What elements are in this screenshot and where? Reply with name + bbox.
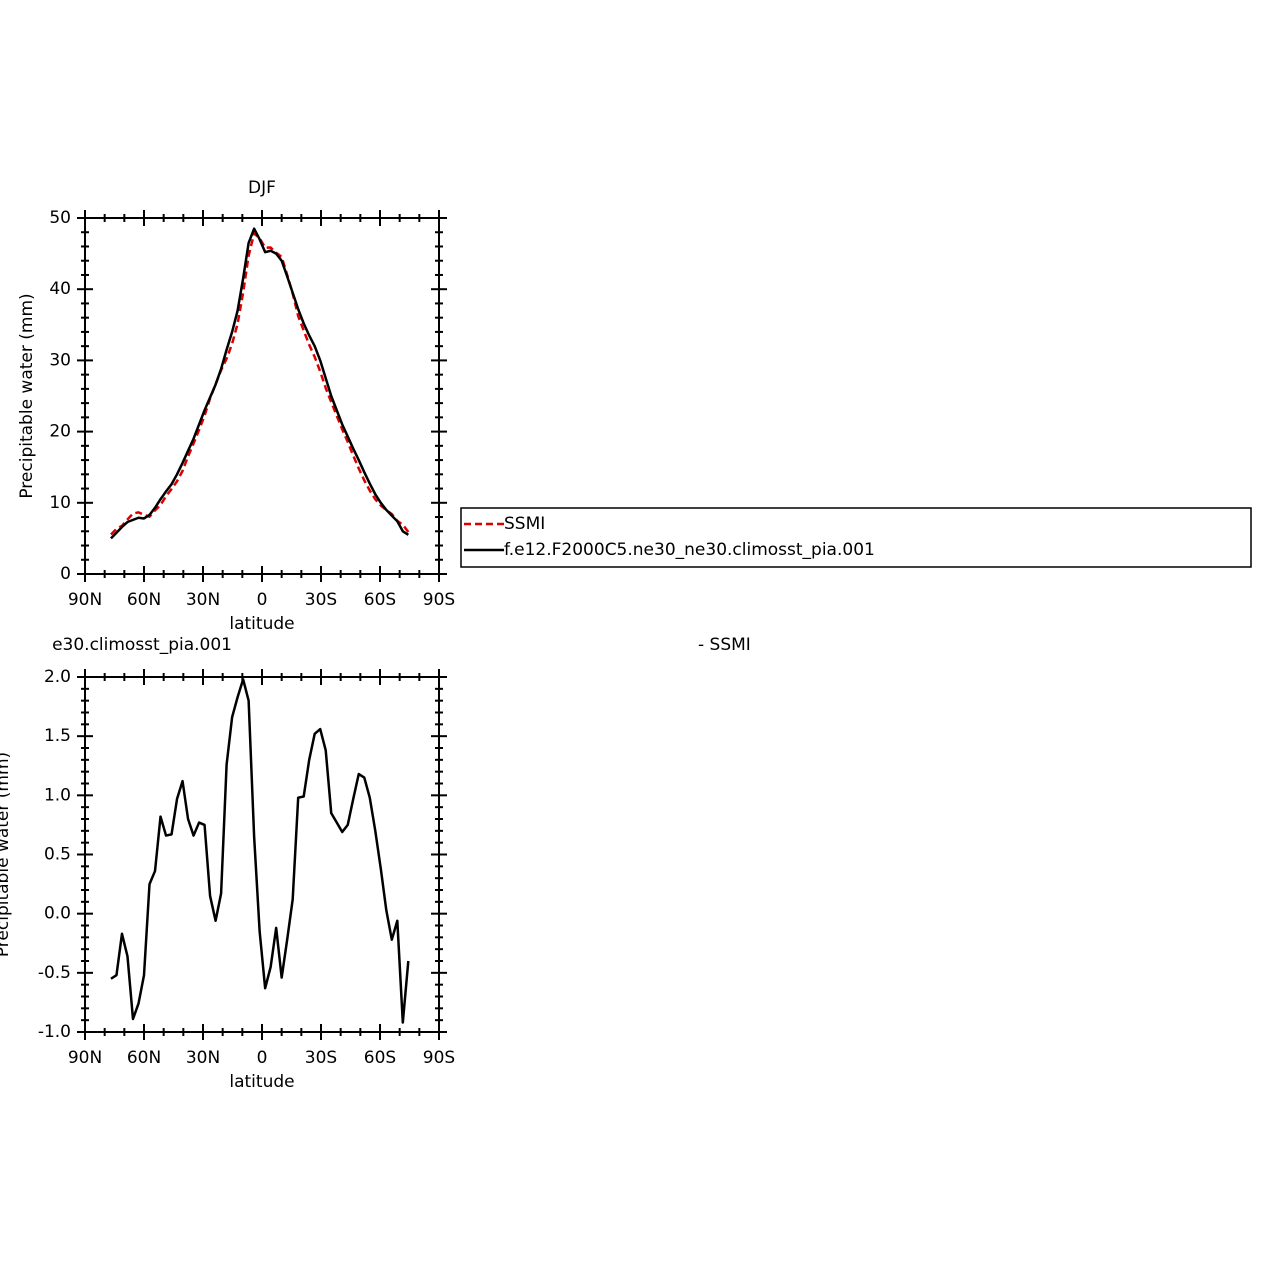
x-tick-label: 60S [364,1048,396,1068]
x-tick-label: 30N [186,1048,220,1068]
x-tick-label: 60N [127,590,161,610]
y-axis-label: Precipitable water (mm) [17,293,37,498]
x-tick-label: 60S [364,590,396,610]
x-tick-label: 30N [186,590,220,610]
x-axis-label: latitude [229,614,294,634]
y-tick-label: 1.5 [44,726,71,746]
y-tick-label: -0.5 [38,963,71,983]
x-tick-label: 30S [305,1048,337,1068]
y-tick-label: 10 [49,493,71,513]
right-title: - SSMI [698,635,751,655]
data-line [110,227,409,540]
x-tick-label: 90N [68,1048,102,1068]
y-tick-label: 0 [60,564,71,584]
y-tick-label: 40 [49,279,71,299]
x-tick-label: 90S [423,1048,455,1068]
y-tick-label: 50 [49,208,71,228]
x-tick-label: 30S [305,590,337,610]
chart-title: DJF [248,178,276,198]
legend-box [460,507,1252,568]
x-axis-label: latitude [229,1072,294,1092]
left-title: e30.climosst_pia.001 [52,635,232,655]
data-line [110,232,410,536]
legend-label: f.e12.F2000C5.ne30_ne30.climosst_pia.001 [504,540,875,560]
y-tick-label: 0.0 [44,904,71,924]
y-tick-label: 20 [49,422,71,442]
y-tick-label: 2.0 [44,667,71,687]
y-tick-label: 1.0 [44,785,71,805]
legend-label: SSMI [504,514,545,534]
y-tick-label: -1.0 [38,1022,71,1042]
x-tick-label: 90N [68,590,102,610]
x-tick-label: 60N [127,1048,161,1068]
y-tick-label: 0.5 [44,845,71,865]
x-tick-label: 0 [257,590,268,610]
data-line [110,678,410,1024]
plot-frame [84,676,440,1033]
x-tick-label: 0 [257,1048,268,1068]
y-axis-label: Precipitable water (mm) [0,752,13,957]
y-tick-label: 30 [49,350,71,370]
plot-frame [84,217,440,575]
x-tick-label: 90S [423,590,455,610]
